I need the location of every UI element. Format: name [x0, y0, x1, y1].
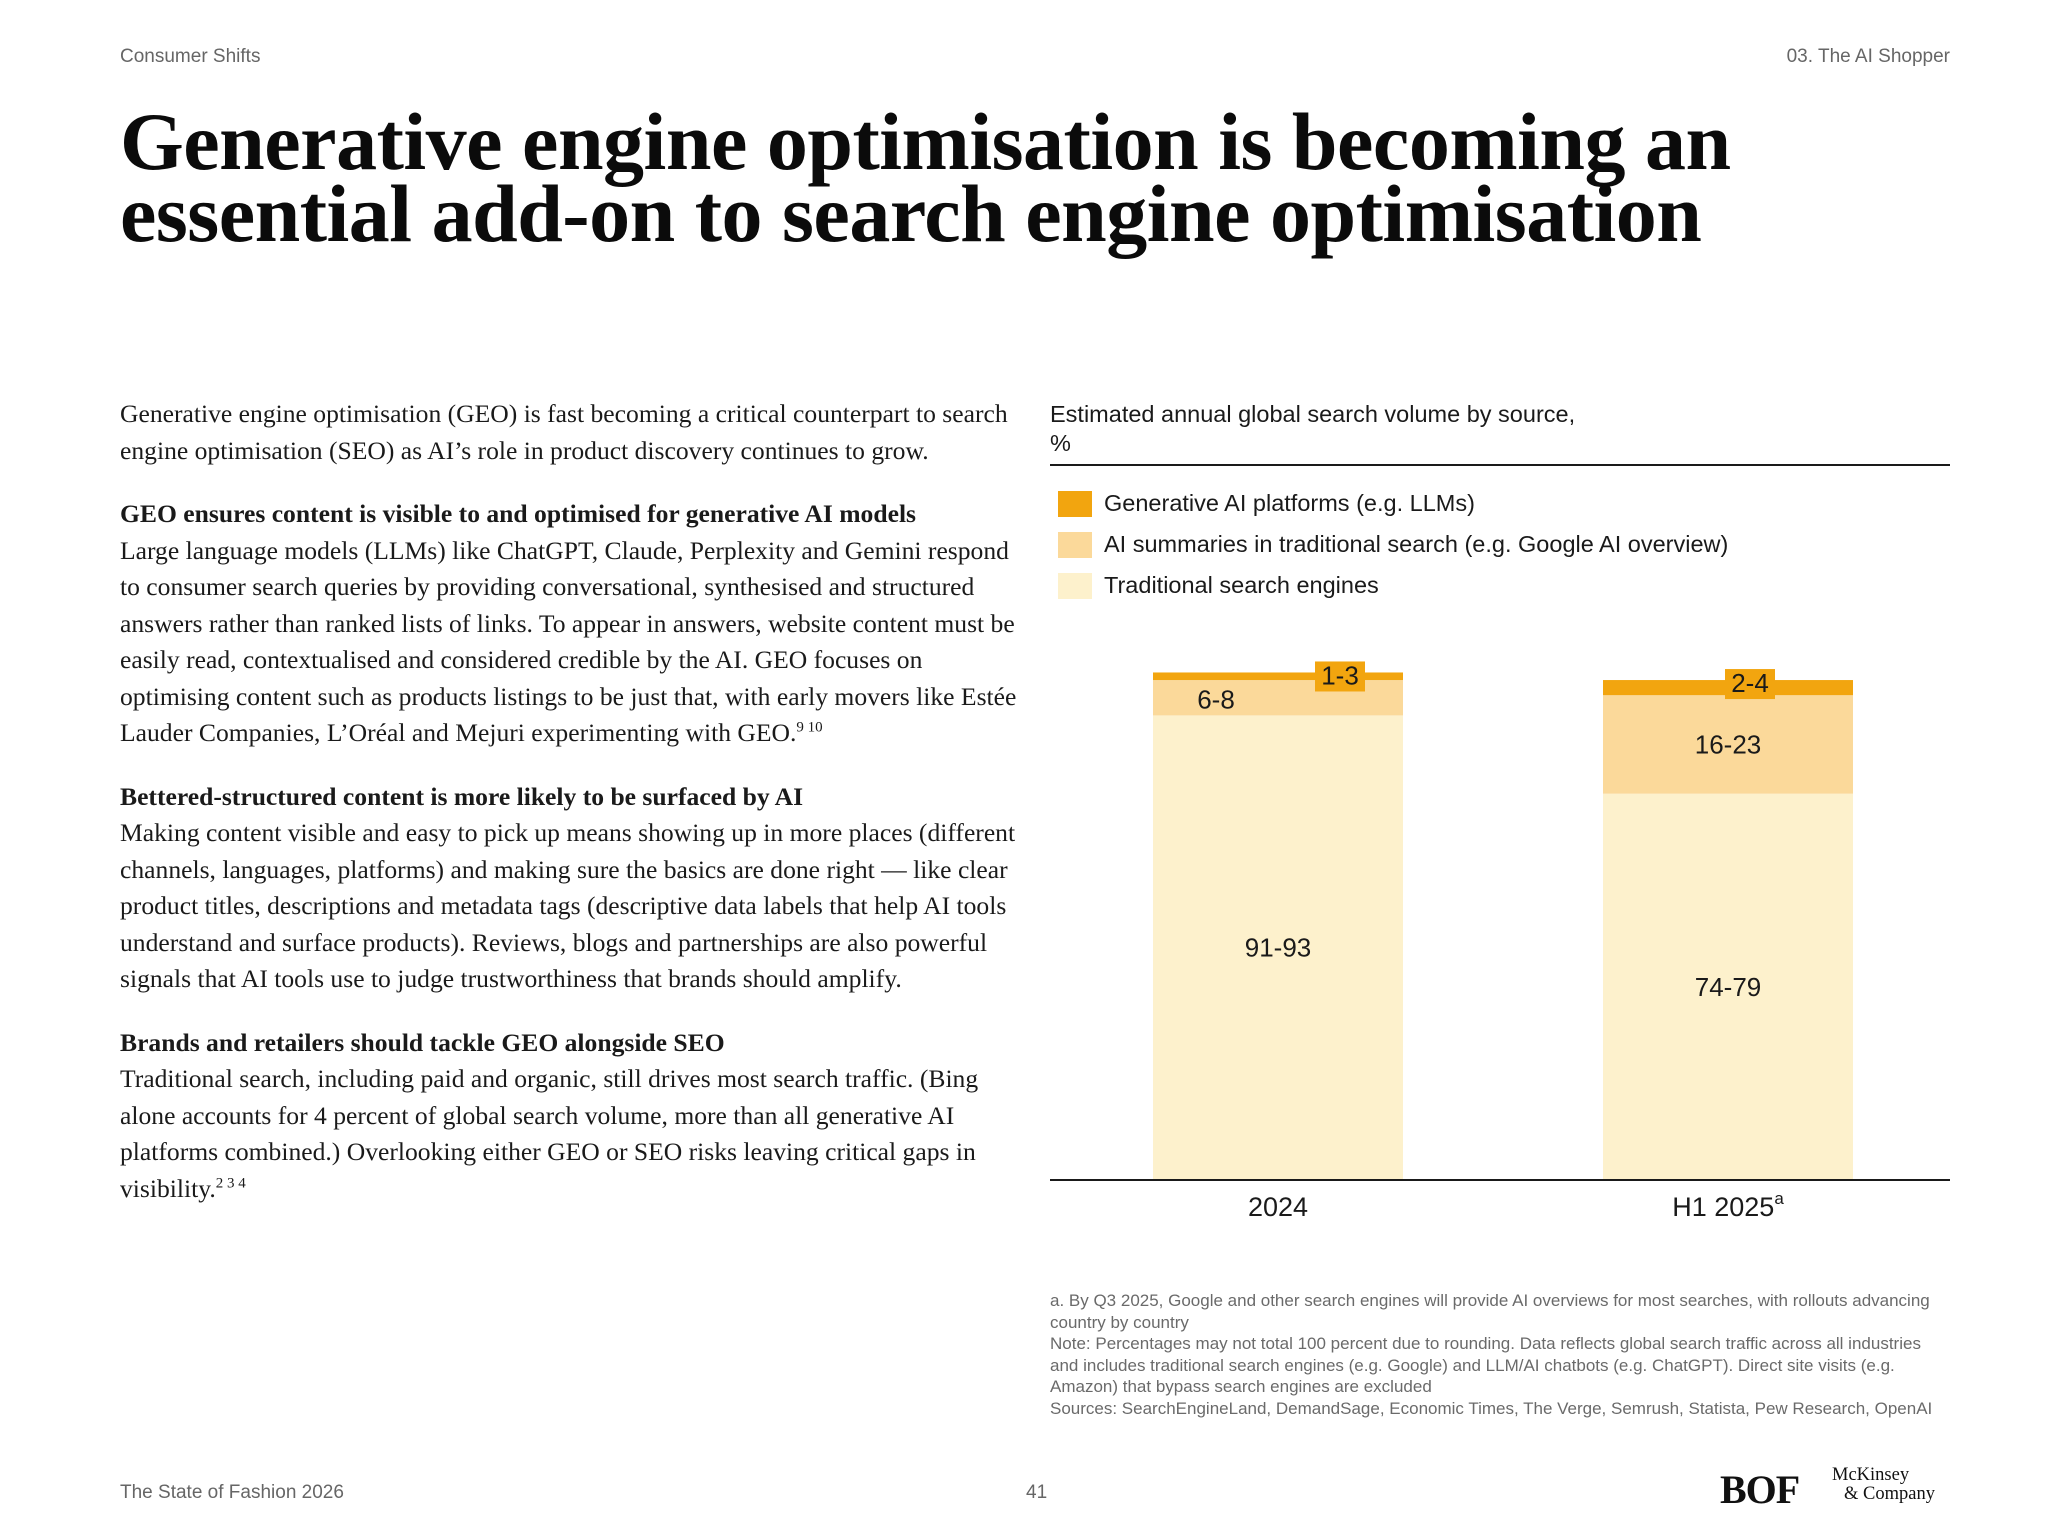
intro-paragraph: Generative engine optimisation (GEO) is … — [120, 399, 1008, 465]
data-label-1-2: 74-79 — [1695, 972, 1762, 1002]
bar-segment-1-2 — [1603, 793, 1853, 1180]
chart-notes: a. By Q3 2025, Google and other search e… — [1050, 1290, 1950, 1419]
legend-swatch — [1058, 531, 1092, 558]
legend-item-ai-summaries: AI summaries in traditional search (e.g.… — [1058, 531, 1728, 558]
chapter-label: 03. The AI Shopper — [1786, 46, 1950, 67]
legend-swatch — [1058, 490, 1092, 517]
stacked-bar-chart: 91-93 6-8 1-3 74-79 16-23 2-4 2024 H1 2025a — [1050, 660, 1950, 1222]
chart-title: Estimated annual global search volume by… — [1050, 401, 1576, 427]
page-title: Generative engine optimisation is becomi… — [120, 96, 1731, 259]
footnote-a: a. By Q3 2025, Google and other search e… — [1050, 1291, 1930, 1332]
data-label-box — [1725, 669, 1775, 700]
category-labels: 2024 H1 2025a — [1248, 1189, 1784, 1222]
rounding-note: Note: Percentages may not total 100 perc… — [1050, 1334, 1921, 1396]
mckinsey-logo: McKinsey & Company — [1832, 1466, 1935, 1504]
category-superscript: a — [1774, 1189, 1784, 1208]
bar-segment-3-1 — [1153, 672, 1403, 681]
bof-logo: BOF — [1720, 1467, 1800, 1512]
section-heading: Bettered-structured content is more like… — [120, 781, 804, 811]
legend-label: AI summaries in traditional search (e.g.… — [1104, 531, 1729, 557]
data-label-2-1: 6-8 — [1197, 685, 1235, 715]
legend-label: Generative AI platforms (e.g. LLMs) — [1104, 490, 1475, 516]
article-section-2: Bettered-structured content is more like… — [120, 779, 1020, 998]
caption-divider — [1050, 464, 1950, 466]
data-label-2-2: 16-23 — [1695, 729, 1762, 759]
article-section-3: Brands and retailers should tackle GEO a… — [120, 1025, 1020, 1208]
footnote-refs: 9 10 — [796, 719, 823, 736]
bar-segment-2-1 — [1153, 680, 1403, 716]
section-heading: GEO ensures content is visible to and op… — [120, 499, 917, 528]
section-body: Traditional search, including paid and o… — [120, 1064, 979, 1203]
section-body: Large language models (LLMs) like ChatGP… — [120, 535, 1017, 748]
legend-label: Traditional search engines — [1104, 572, 1379, 598]
page-number: 41 — [1026, 1482, 1048, 1503]
publication-name: The State of Fashion 2026 — [120, 1482, 344, 1503]
mckinsey-logo-line-1: McKinsey — [1832, 1465, 1910, 1485]
chart-unit: % — [1050, 430, 1071, 456]
data-label-3-1: 1-3 — [1321, 660, 1359, 690]
bar-segment-1-1 — [1153, 715, 1403, 1180]
chart-bars: 91-93 6-8 1-3 74-79 16-23 2-4 — [1153, 660, 1853, 1180]
data-label-1-1: 91-93 — [1245, 933, 1312, 963]
footnote-refs: 2 3 4 — [215, 1174, 246, 1191]
category-label-1: 2024 — [1248, 1192, 1308, 1222]
article-section-1: GEO ensures content is visible to and op… — [120, 496, 1020, 752]
section-body: Making content visible and easy to pick … — [120, 818, 1016, 993]
data-label-box — [1315, 661, 1365, 692]
section-heading: Brands and retailers should tackle GEO a… — [120, 1027, 725, 1057]
sources-note: Sources: SearchEngineLand, DemandSage, E… — [1050, 1398, 1933, 1418]
bar-segment-2-2 — [1603, 695, 1853, 794]
chart-caption: Estimated annual global search volume by… — [1050, 400, 1950, 458]
legend-swatch — [1058, 572, 1092, 599]
legend-item-genai: Generative AI platforms (e.g. LLMs) — [1058, 490, 1475, 517]
data-label-3-2: 2-4 — [1731, 668, 1769, 698]
article-body: Generative engine optimisation (GEO) is … — [120, 396, 1020, 1234]
section-label: Consumer Shifts — [120, 46, 261, 67]
category-label-2: H1 2025a — [1672, 1189, 1784, 1222]
legend-item-traditional: Traditional search engines — [1058, 572, 1379, 599]
mckinsey-logo-line-2: & Company — [1844, 1484, 1935, 1504]
